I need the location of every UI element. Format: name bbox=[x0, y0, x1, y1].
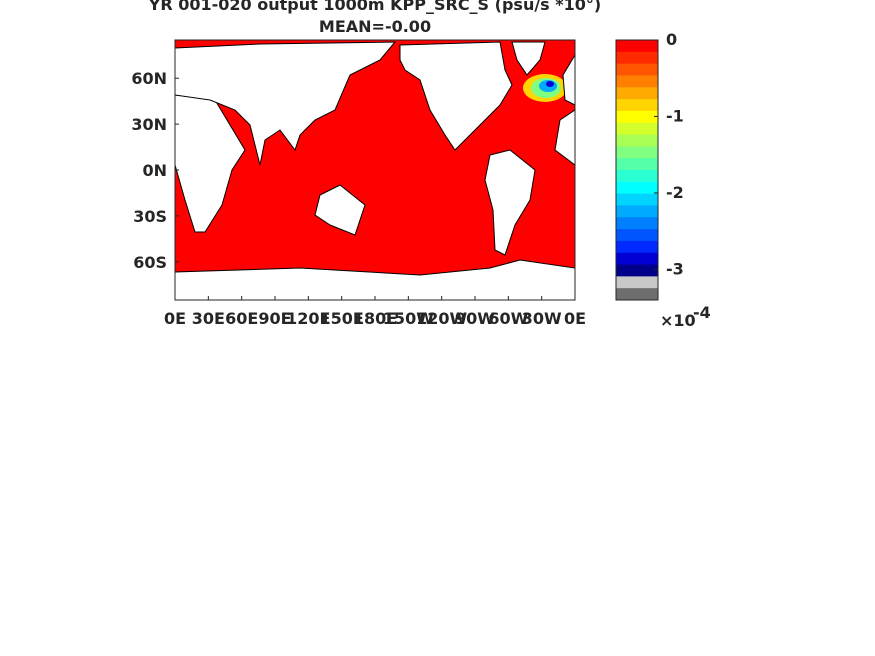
x-tick-label: 120W bbox=[416, 309, 467, 328]
x-tick-label: 60W bbox=[488, 309, 528, 328]
colorbar-band bbox=[616, 217, 658, 230]
colorbar-band bbox=[616, 134, 658, 147]
x-tick-label: 150E bbox=[320, 309, 364, 328]
colorbar-band bbox=[616, 40, 658, 53]
chart-subtitle: MEAN=-0.00 bbox=[319, 17, 431, 36]
colorbar-band bbox=[616, 193, 658, 206]
colorbar-band bbox=[616, 146, 658, 159]
colorbar-band bbox=[616, 122, 658, 136]
colorbar-band bbox=[616, 276, 658, 289]
colorbar-frame bbox=[615, 39, 659, 301]
y-tick-label: 0N bbox=[142, 161, 167, 180]
colorbar-band bbox=[616, 63, 658, 76]
colorbar-band bbox=[616, 170, 658, 183]
y-tick-label: 30N bbox=[131, 115, 167, 134]
colorbar-band bbox=[616, 75, 658, 88]
africa bbox=[174, 94, 246, 233]
y-tick-label: 60N bbox=[131, 69, 167, 88]
x-tick-label: 60E bbox=[225, 309, 258, 328]
x-tick-label: 90W bbox=[455, 309, 495, 328]
field-anomaly bbox=[546, 81, 554, 87]
colorbar-tick-label: -2 bbox=[666, 183, 684, 202]
colorbar-band bbox=[616, 229, 658, 242]
colorbar-band bbox=[616, 240, 658, 254]
colorbar-band bbox=[616, 181, 658, 195]
chart-title: YR 001-020 output 1000m KPP_SRC_S (psu/s… bbox=[148, 0, 601, 14]
south-america bbox=[484, 149, 536, 256]
x-tick-label: 30E bbox=[192, 309, 225, 328]
colorbar-tick-label: 0 bbox=[666, 30, 677, 49]
colorbar-band bbox=[616, 158, 658, 171]
greenland bbox=[511, 41, 546, 76]
australia bbox=[314, 184, 366, 236]
colorbar-band bbox=[616, 110, 658, 124]
x-tick-label: 180E bbox=[353, 309, 397, 328]
y-tick-label: 30S bbox=[133, 207, 167, 226]
colorbar-tick-label: -3 bbox=[666, 259, 684, 278]
x-tick-label: 0E bbox=[164, 309, 186, 328]
north-america bbox=[399, 41, 513, 151]
colorbar-band bbox=[616, 51, 658, 65]
colorbar-band bbox=[616, 87, 658, 100]
x-tick-label: 150W bbox=[383, 309, 434, 328]
x-tick-label: 0E bbox=[564, 309, 586, 328]
colorbar-multiplier: ×10 bbox=[660, 311, 696, 330]
eurasia bbox=[174, 41, 397, 166]
colorbar-band bbox=[616, 205, 658, 218]
colorbar-exponent: -4 bbox=[693, 303, 711, 322]
colorbar-tick-label: -1 bbox=[666, 106, 684, 125]
x-tick-label: 30W bbox=[522, 309, 562, 328]
colorbar-band bbox=[616, 288, 658, 301]
y-tick-label: 60S bbox=[133, 253, 167, 272]
colorbar-band bbox=[616, 99, 658, 112]
x-tick-label: 90E bbox=[258, 309, 291, 328]
colorbar-band bbox=[616, 264, 658, 277]
colorbar-band bbox=[616, 252, 658, 266]
map bbox=[174, 39, 576, 301]
x-tick-label: 120E bbox=[286, 309, 330, 328]
